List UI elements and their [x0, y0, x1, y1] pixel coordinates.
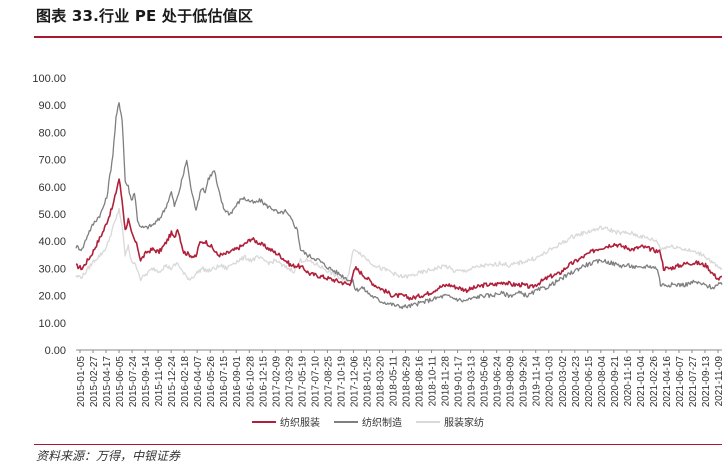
x-tick-label: 2019-09-26	[519, 356, 530, 408]
y-tick-label: 0.00	[45, 345, 66, 357]
series-lines	[75, 102, 723, 310]
x-tick-label: 2019-06-24	[493, 356, 504, 408]
y-tick-label: 30.00	[38, 263, 66, 275]
x-tick-label: 2015-07-24	[128, 356, 139, 408]
x-tick-label: 2020-03-02	[558, 356, 569, 408]
x-tick-label: 2019-08-09	[506, 356, 517, 408]
x-tick-label: 2016-05-26	[206, 356, 217, 408]
x-tick-label: 2021-06-07	[675, 356, 686, 408]
y-tick-label: 90.00	[38, 100, 66, 112]
x-tick-label: 2018-08-16	[415, 356, 426, 408]
x-tick-label: 2017-08-25	[323, 356, 334, 408]
x-tick-label: 2020-11-16	[623, 356, 634, 407]
source-note: 资料来源：万得，中银证券	[36, 449, 181, 463]
legend-label: 服装家纺	[444, 416, 484, 429]
x-tick-label: 2020-04-23	[571, 356, 582, 408]
x-axis: 2015-01-05 2015-02-27 2015-04-17 2015-06-05…	[76, 349, 725, 408]
series-line-2	[75, 207, 723, 283]
y-tick-label: 80.00	[38, 127, 66, 139]
y-tick-label: 100.00	[32, 73, 66, 85]
footer-divider	[34, 444, 722, 445]
legend-label: 纺织服装	[280, 416, 320, 429]
x-tick-label: 2018-01-25	[362, 356, 373, 408]
x-tick-label: 2017-05-19	[297, 356, 308, 408]
x-tick-label: 2016-04-07	[193, 356, 204, 408]
x-tick-label: 2017-02-09	[271, 356, 282, 408]
x-tick-label: 2019-03-13	[467, 356, 478, 408]
y-tick-label: 40.00	[38, 236, 66, 248]
x-tick-label: 2018-03-20	[375, 356, 386, 408]
y-tick-label: 60.00	[38, 182, 66, 194]
x-tick-label: 2017-10-19	[336, 356, 347, 408]
x-tick-label: 2019-05-06	[480, 356, 491, 408]
pe-line-chart: 0.00 10.00 20.00 30.00 40.00 50.00 60.00 70.00 8…	[32, 73, 725, 429]
title-divider	[34, 36, 722, 38]
x-tick-label: 2021-11-09	[714, 356, 725, 407]
x-tick-label: 2019-11-14	[532, 356, 543, 407]
x-tick-label: 2015-12-24	[167, 356, 178, 408]
x-tick-label: 2015-09-14	[141, 356, 152, 408]
x-tick-label: 2016-10-28	[245, 356, 256, 408]
y-tick-label: 50.00	[38, 209, 66, 221]
legend-label: 纺织制造	[362, 416, 402, 429]
x-tick-label: 2021-04-16	[662, 356, 673, 408]
x-tick-label: 2020-01-03	[545, 356, 556, 408]
x-tick-label: 2015-11-06	[154, 356, 165, 407]
x-tick-label: 2016-07-15	[219, 356, 230, 408]
y-tick-label: 20.00	[38, 291, 66, 303]
x-tick-label: 2016-02-18	[180, 356, 191, 408]
x-tick-label: 2017-12-06	[349, 356, 360, 408]
series-line-0	[75, 178, 723, 301]
y-tick-label: 10.00	[38, 318, 66, 330]
x-tick-label: 2015-04-17	[102, 356, 113, 408]
x-tick-label: 2021-02-26	[649, 356, 660, 408]
x-tick-label: 2019-01-17	[454, 356, 465, 408]
x-tick-label: 2021-07-27	[688, 356, 699, 408]
y-axis: 0.00 10.00 20.00 30.00 40.00 50.00 60.00 70.00 8…	[32, 73, 66, 357]
x-tick-label: 2020-09-21	[610, 356, 621, 408]
x-tick-label: 2018-10-11	[428, 356, 439, 407]
x-tick-label: 2017-07-10	[310, 356, 321, 408]
x-tick-label: 2018-11-28	[441, 356, 452, 407]
x-tick-label: 2020-06-15	[584, 356, 595, 408]
chart-title: 图表 33.行业 PE 处于低估值区	[36, 7, 254, 25]
x-tick-label: 2015-02-27	[89, 356, 100, 408]
x-tick-label: 2016-09-01	[232, 356, 243, 408]
series-line-1	[75, 102, 723, 310]
x-tick-label: 2015-06-05	[115, 356, 126, 408]
x-tick-label: 2021-01-04	[636, 356, 647, 408]
x-tick-label: 2020-08-04	[597, 356, 608, 408]
x-tick-label: 2018-06-29	[402, 356, 413, 408]
y-tick-label: 70.00	[38, 155, 66, 167]
x-tick-label: 2017-03-29	[284, 356, 295, 408]
x-tick-label: 2016-12-15	[258, 356, 269, 408]
x-tick-label: 2015-01-05	[76, 356, 87, 408]
x-tick-label: 2021-09-13	[701, 356, 712, 408]
legend: 纺织服装 纺织制造 服装家纺	[252, 416, 484, 429]
x-tick-label: 2018-05-11	[388, 356, 399, 407]
